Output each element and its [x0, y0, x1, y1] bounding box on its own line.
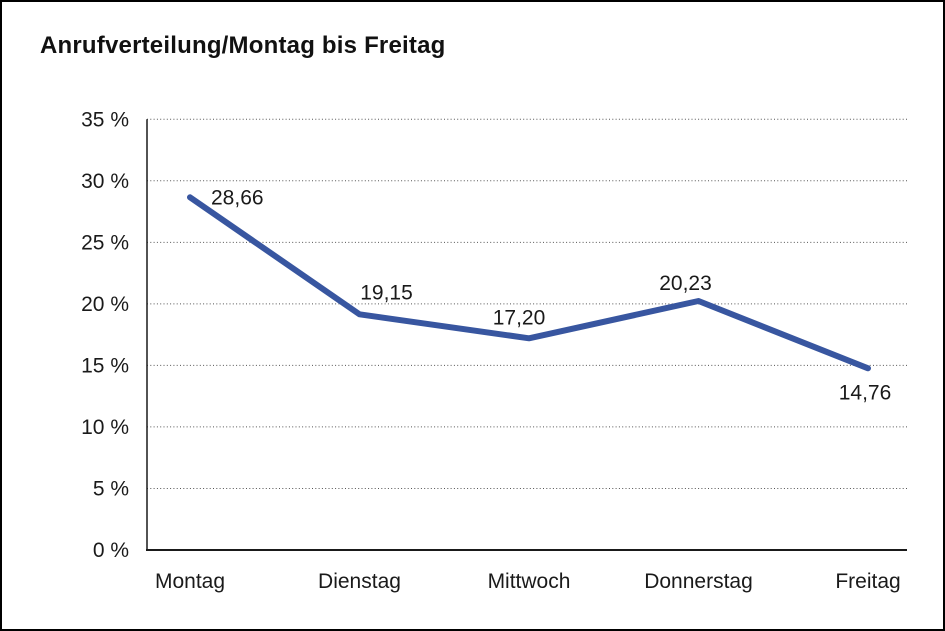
- data-series-line: [187, 194, 871, 372]
- y-tick-label: 0 %: [93, 539, 129, 562]
- data-point-label: 14,76: [839, 381, 892, 404]
- y-tick-label: 25 %: [81, 231, 129, 254]
- x-axis-label: Mittwoch: [488, 570, 571, 593]
- y-tick-label: 10 %: [81, 416, 129, 439]
- data-point-label: 17,20: [493, 306, 546, 329]
- y-tick-label: 15 %: [81, 354, 129, 377]
- x-axis-label: Freitag: [835, 570, 900, 593]
- chart-title: Anrufverteilung/Montag bis Freitag: [40, 32, 446, 59]
- y-tick-label: 5 %: [93, 477, 129, 500]
- y-tick-label: 20 %: [81, 293, 129, 316]
- data-point-label: 28,66: [211, 186, 264, 209]
- x-axis-label: Montag: [155, 570, 225, 593]
- data-point-label: 20,23: [659, 272, 712, 295]
- y-tick-label: 30 %: [81, 170, 129, 193]
- x-axis-label: Donnerstag: [644, 570, 753, 593]
- y-tick-label: 35 %: [81, 108, 129, 131]
- x-axis-label: Dienstag: [318, 570, 401, 593]
- data-point-label: 19,15: [360, 281, 413, 304]
